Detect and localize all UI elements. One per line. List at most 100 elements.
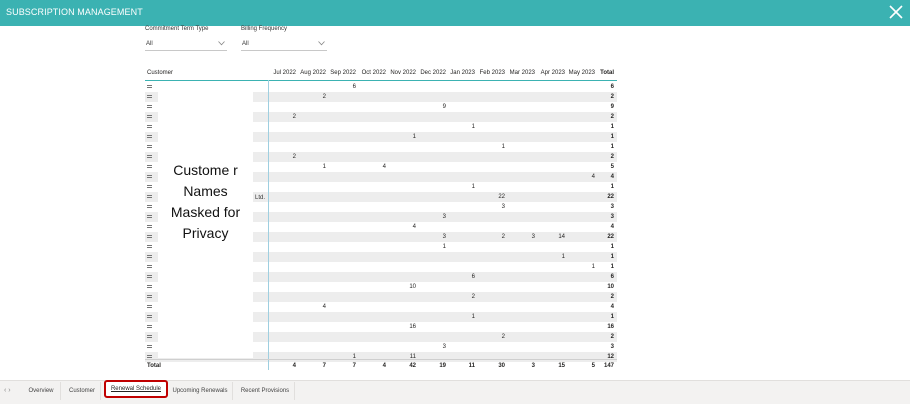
table-cell: 2 xyxy=(292,114,296,120)
table-row[interactable] xyxy=(145,332,617,342)
tab-nav-arrows[interactable]: ‹ › xyxy=(4,387,11,394)
column-header[interactable]: Feb 2023 xyxy=(479,70,505,76)
tab-recent-provisions[interactable]: Recent Provisions xyxy=(236,382,295,400)
row-expand-icon[interactable] xyxy=(147,205,152,209)
tab-upcoming-renewals[interactable]: Upcoming Renewals xyxy=(168,382,233,400)
table-row[interactable] xyxy=(145,292,617,302)
table-row[interactable] xyxy=(145,152,617,162)
table-cell: 3 xyxy=(442,234,446,240)
column-header[interactable]: Jul 2022 xyxy=(273,70,296,76)
total-cell: 3 xyxy=(531,363,535,369)
table-row[interactable] xyxy=(145,312,617,322)
row-expand-icon[interactable] xyxy=(147,325,152,329)
tab-renewal-schedule[interactable]: Renewal Schedule xyxy=(104,380,168,398)
billing-frequency-dropdown[interactable]: All xyxy=(241,38,327,51)
table-row[interactable] xyxy=(145,172,617,182)
row-expand-icon[interactable] xyxy=(147,315,152,319)
table-row[interactable] xyxy=(145,212,617,222)
chevron-down-icon xyxy=(318,41,325,46)
table-row[interactable] xyxy=(145,352,617,362)
row-expand-icon[interactable] xyxy=(147,225,152,229)
row-expand-icon[interactable] xyxy=(147,85,152,89)
dropdown-value: All xyxy=(242,41,249,47)
column-header[interactable]: Oct 2022 xyxy=(361,70,386,76)
row-expand-icon[interactable] xyxy=(147,175,152,179)
table-cell: 2 xyxy=(501,334,505,340)
column-divider xyxy=(268,80,269,370)
row-expand-icon[interactable] xyxy=(147,165,152,169)
column-header[interactable]: May 2023 xyxy=(568,70,595,76)
table-cell: 1 xyxy=(322,164,326,170)
row-expand-icon[interactable] xyxy=(147,115,152,119)
privacy-mask-text: Custome r Names Masked for Privacy xyxy=(170,162,241,241)
table-cell: 2 xyxy=(610,334,614,340)
close-icon[interactable] xyxy=(888,4,904,20)
row-expand-icon[interactable] xyxy=(147,95,152,99)
table-row[interactable] xyxy=(145,132,617,142)
table-cell: 1 xyxy=(610,134,614,140)
row-expand-icon[interactable] xyxy=(147,295,152,299)
row-expand-icon[interactable] xyxy=(147,145,152,149)
row-expand-icon[interactable] xyxy=(147,305,152,309)
row-expand-icon[interactable] xyxy=(147,105,152,109)
table-cell: 2 xyxy=(610,114,614,120)
table-cell: 3 xyxy=(531,234,535,240)
total-cell: 15 xyxy=(558,363,565,369)
table-cell: 1 xyxy=(352,354,356,360)
table-cell: 3 xyxy=(501,204,505,210)
row-expand-icon[interactable] xyxy=(147,265,152,269)
row-expand-icon[interactable] xyxy=(147,125,152,129)
table-cell: 2 xyxy=(471,294,475,300)
column-header[interactable]: Apr 2023 xyxy=(540,70,565,76)
commitment-term-type-label: Commitment Term Type xyxy=(145,26,209,32)
table-cell: 4 xyxy=(610,304,614,310)
table-cell: 6 xyxy=(610,84,614,90)
privacy-mask: Custome r Names Masked for Privacy xyxy=(158,82,253,358)
row-expand-icon[interactable] xyxy=(147,215,152,219)
commitment-term-type-dropdown[interactable]: All xyxy=(145,38,227,51)
column-header[interactable]: Mar 2023 xyxy=(509,70,535,76)
table-cell: 16 xyxy=(607,324,614,330)
table-cell: 6 xyxy=(471,274,475,280)
table-cell: 1 xyxy=(610,254,614,260)
column-header-customer[interactable]: Customer xyxy=(147,70,174,76)
column-header[interactable]: Nov 2022 xyxy=(390,70,416,76)
table-row[interactable] xyxy=(145,92,617,102)
column-header[interactable]: Total xyxy=(600,70,614,76)
table-cell: 1 xyxy=(591,264,595,270)
row-expand-icon[interactable] xyxy=(147,335,152,339)
table-cell: 1 xyxy=(610,244,614,250)
table-row[interactable] xyxy=(145,112,617,122)
table-cell: 1 xyxy=(412,134,416,140)
table-cell: 1 xyxy=(501,144,505,150)
column-header[interactable]: Dec 2022 xyxy=(420,70,446,76)
row-expand-icon[interactable] xyxy=(147,135,152,139)
total-cell: 4 xyxy=(292,363,296,369)
total-cell: 147 xyxy=(603,363,614,369)
table-row[interactable] xyxy=(145,272,617,282)
row-expand-icon[interactable] xyxy=(147,285,152,289)
row-expand-icon[interactable] xyxy=(147,155,152,159)
row-expand-icon[interactable] xyxy=(147,195,152,199)
table-cell: 2 xyxy=(292,154,296,160)
table-cell: 2 xyxy=(322,94,326,100)
table-cell: 1 xyxy=(610,314,614,320)
row-expand-icon[interactable] xyxy=(147,245,152,249)
table-cell: 4 xyxy=(322,304,326,310)
column-header[interactable]: Aug 2022 xyxy=(300,70,326,76)
table-row[interactable] xyxy=(145,252,617,262)
table-row[interactable] xyxy=(145,192,617,202)
total-cell: 11 xyxy=(468,363,475,369)
row-expand-icon[interactable] xyxy=(147,345,152,349)
table-row[interactable] xyxy=(145,232,617,242)
total-cell: 19 xyxy=(439,363,446,369)
row-expand-icon[interactable] xyxy=(147,255,152,259)
row-expand-icon[interactable] xyxy=(147,185,152,189)
column-header[interactable]: Jan 2023 xyxy=(450,70,475,76)
row-expand-icon[interactable] xyxy=(147,355,152,359)
column-header[interactable]: Sep 2022 xyxy=(330,70,356,76)
row-expand-icon[interactable] xyxy=(147,235,152,239)
tab-overview[interactable]: Overview xyxy=(22,382,61,400)
row-expand-icon[interactable] xyxy=(147,275,152,279)
tab-customer[interactable]: Customer xyxy=(64,382,101,400)
